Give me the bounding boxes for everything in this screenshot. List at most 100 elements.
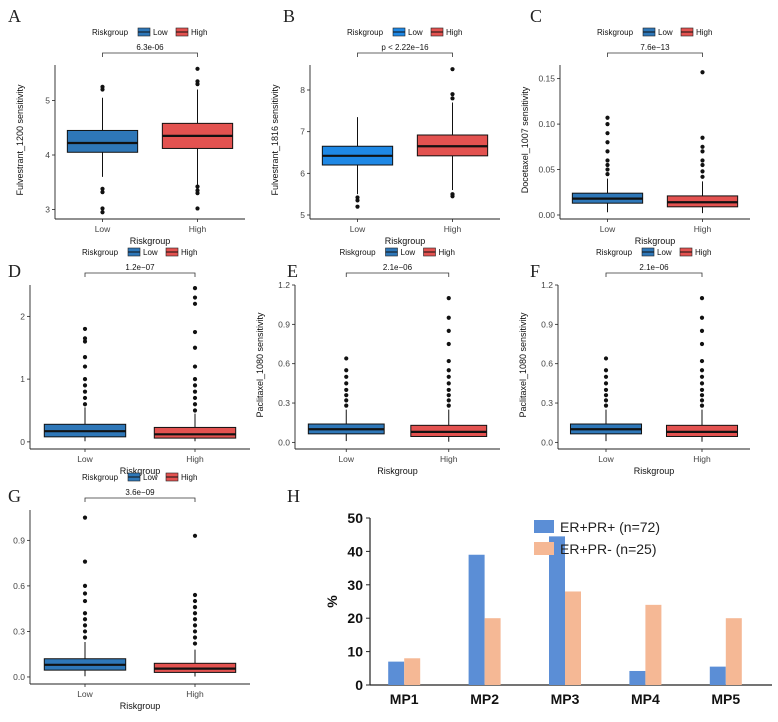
x-tick-label: Low [77, 689, 93, 699]
outlier-point [82, 515, 88, 520]
iqr-box [153, 426, 237, 439]
y-axis-title: Paclitaxel_1080 sensitivity [255, 312, 265, 418]
bar-mp4-series-1 [629, 670, 646, 685]
y-tick-label: 30 [347, 577, 363, 593]
y-axis-title: Docetaxel_1007 sensitivity [520, 86, 530, 193]
x-axis-title: Riskgroup [120, 466, 161, 476]
outlier-point [700, 149, 705, 154]
box-high [666, 70, 739, 214]
box-low [43, 515, 127, 677]
legend-item-label: Low [658, 28, 673, 37]
p-value-label: 3.6e−09 [125, 488, 155, 497]
y-tick-label: 0 [20, 437, 25, 447]
x-axis-title: Riskgroup [634, 466, 675, 476]
outlier-point [603, 403, 609, 408]
outlier-point [82, 402, 88, 407]
legend-item-label: High [446, 28, 462, 37]
legend-title: Riskgroup [82, 473, 119, 482]
legend-swatch [534, 520, 554, 533]
outlier-point [195, 66, 200, 71]
legend-item-label: High [439, 248, 455, 257]
outlier-point [699, 393, 705, 398]
outlier-point [195, 206, 200, 211]
box-high [161, 66, 234, 211]
outlier-point [192, 377, 198, 382]
x-tick-label: Low [350, 224, 366, 234]
outlier-point [605, 158, 610, 163]
outlier-point [100, 84, 105, 89]
outlier-point [603, 381, 609, 386]
outlier-point [446, 403, 451, 408]
p-value-label: 2.1e−06 [383, 263, 413, 272]
iqr-box [66, 129, 139, 153]
legend-item-label: ER+PR+ (n=72) [560, 519, 660, 535]
outlier-point [192, 598, 198, 604]
outlier-point [446, 358, 451, 364]
box-low [307, 356, 385, 442]
x-tick-label: Low [338, 454, 354, 464]
outlier-point [100, 206, 105, 211]
outlier-point [700, 144, 705, 149]
outlier-point [192, 635, 198, 640]
box-low [321, 117, 394, 209]
outlier-point [195, 191, 200, 196]
outlier-point [82, 336, 88, 341]
outlier-point [82, 339, 88, 344]
outlier-point [82, 364, 88, 369]
y-tick-label: 50 [347, 510, 363, 526]
y-tick-label: 40 [347, 543, 363, 559]
outlier-point [700, 162, 705, 168]
legend-item-label: High [696, 28, 712, 37]
outlier-point [603, 398, 609, 403]
outlier-point [355, 195, 360, 200]
y-tick-label: 1.2 [278, 280, 290, 290]
outlier-point [100, 186, 105, 191]
y-tick-label: 0.0 [278, 437, 290, 447]
bar-mp1-series-2 [404, 658, 421, 685]
legend-item-label: Low [657, 248, 672, 257]
significance-bracket [607, 52, 703, 57]
outlier-point [100, 210, 105, 215]
outlier-point [446, 381, 451, 386]
legend-item-label: Low [143, 248, 158, 257]
x-tick-label: MP5 [711, 691, 740, 707]
outlier-point [450, 92, 455, 97]
outlier-point [192, 402, 198, 407]
box-high [665, 296, 739, 442]
y-tick-label: 0.6 [13, 581, 25, 591]
significance-bracket [357, 52, 453, 57]
p-value-label: 7.6e−13 [640, 43, 670, 52]
outlier-point [699, 368, 705, 373]
outlier-point [344, 356, 349, 361]
outlier-point [700, 169, 705, 174]
y-tick-label: 5 [45, 95, 50, 105]
outlier-point [605, 149, 610, 154]
significance-bracket [84, 272, 196, 277]
outlier-point [82, 617, 88, 622]
legend-swatch [534, 542, 554, 555]
y-tick-label: 0.3 [13, 626, 25, 636]
y-tick-label: 0.6 [541, 359, 553, 369]
outlier-point [82, 389, 88, 394]
outlier-point [699, 315, 705, 320]
p-value-label: 2.1e−06 [639, 263, 669, 272]
box-low [66, 84, 139, 215]
x-tick-label: High [186, 454, 204, 464]
outlier-point [700, 174, 705, 179]
y-tick-label: 20 [347, 610, 363, 626]
outlier-point [605, 121, 610, 127]
x-tick-label: Low [95, 224, 111, 234]
outlier-point [344, 398, 349, 403]
y-tick-label: 0.9 [278, 319, 290, 329]
box-high [416, 67, 489, 199]
outlier-point [603, 374, 609, 379]
outlier-point [82, 591, 88, 596]
y-tick-label: 10 [347, 644, 363, 660]
x-tick-label: MP3 [551, 691, 580, 707]
legend-title: Riskgroup [596, 248, 633, 257]
x-tick-label: High [440, 454, 458, 464]
x-tick-label: High [694, 224, 712, 234]
box-high [410, 296, 488, 442]
outlier-point [605, 115, 610, 120]
panel-label: E [287, 261, 298, 281]
